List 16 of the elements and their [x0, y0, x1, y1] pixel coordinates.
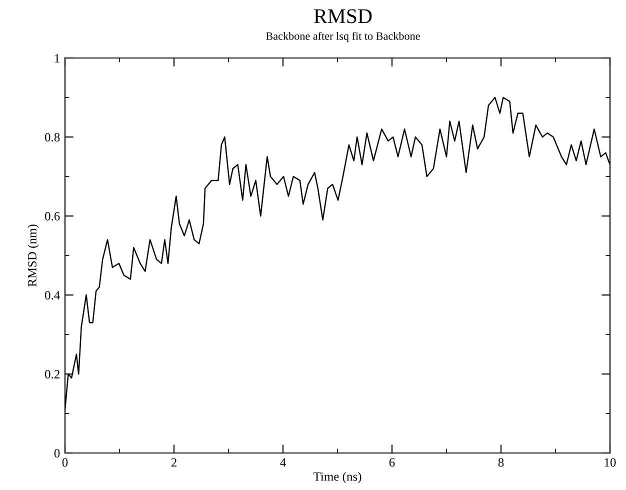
x-tick-label: 6: [389, 458, 395, 467]
chart-title: RMSD: [314, 9, 372, 24]
y-tick-label: 0.6: [44, 212, 60, 221]
x-tick-label: 8: [498, 458, 504, 467]
x-tick-label: 4: [280, 458, 286, 467]
x-axis-title: Time (ns): [313, 472, 362, 484]
y-tick-label: 0.2: [44, 370, 60, 379]
y-axis-title: RMSD (nm): [28, 224, 39, 287]
x-tick-label: 2: [171, 458, 176, 467]
y-tick-label: 0.4: [44, 291, 60, 300]
y-tick-label: 1: [54, 54, 60, 62]
x-tick-label: 0: [62, 458, 68, 467]
chart-subtitle: Backbone after lsq fit to Backbone: [266, 32, 420, 42]
x-tick-label: 10: [604, 458, 616, 467]
y-tick-label: 0: [54, 449, 60, 458]
y-tick-label: 0.8: [44, 133, 60, 142]
